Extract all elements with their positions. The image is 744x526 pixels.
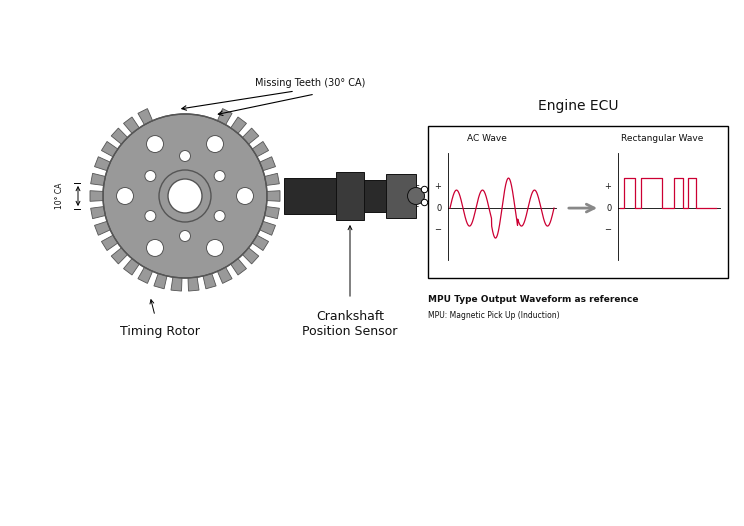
Text: Missing Teeth (30° CA): Missing Teeth (30° CA) — [254, 78, 365, 88]
Circle shape — [237, 187, 254, 205]
Polygon shape — [154, 274, 167, 289]
Text: MPU Type Output Waveform as reference: MPU Type Output Waveform as reference — [428, 296, 638, 305]
Circle shape — [117, 187, 133, 205]
Bar — [386, 174, 416, 218]
Text: +: + — [434, 181, 441, 190]
Circle shape — [147, 136, 164, 153]
Circle shape — [103, 114, 267, 278]
Polygon shape — [243, 248, 259, 264]
Circle shape — [168, 179, 202, 213]
Text: +: + — [605, 181, 612, 190]
Text: Rectangular Wave: Rectangular Wave — [620, 135, 703, 144]
Polygon shape — [260, 221, 275, 235]
Text: AC Wave: AC Wave — [467, 135, 507, 144]
Polygon shape — [101, 141, 118, 157]
Circle shape — [207, 136, 223, 153]
Polygon shape — [252, 235, 269, 250]
Circle shape — [179, 150, 190, 161]
Text: −: − — [434, 226, 441, 235]
Bar — [428, 126, 728, 278]
Circle shape — [421, 199, 428, 206]
Text: MPU: Magnetic Pick Up (Induction): MPU: Magnetic Pick Up (Induction) — [428, 311, 559, 320]
Polygon shape — [243, 128, 259, 144]
Polygon shape — [101, 235, 118, 250]
Text: 0: 0 — [437, 204, 442, 213]
Polygon shape — [267, 191, 280, 201]
Circle shape — [145, 210, 155, 221]
Circle shape — [179, 230, 190, 241]
Bar — [336, 172, 364, 220]
Polygon shape — [252, 141, 269, 157]
Circle shape — [207, 239, 223, 257]
Circle shape — [214, 210, 225, 221]
Polygon shape — [111, 128, 127, 144]
Polygon shape — [231, 259, 246, 275]
Circle shape — [214, 170, 225, 181]
Polygon shape — [90, 191, 103, 201]
Polygon shape — [94, 157, 110, 170]
Polygon shape — [124, 117, 139, 133]
Circle shape — [145, 170, 155, 181]
Bar — [284, 178, 336, 214]
Polygon shape — [171, 277, 182, 291]
Text: Crankshaft
Position Sensor: Crankshaft Position Sensor — [302, 310, 398, 338]
Polygon shape — [91, 207, 105, 219]
Circle shape — [408, 187, 425, 205]
Polygon shape — [111, 248, 127, 264]
Polygon shape — [188, 277, 199, 291]
Polygon shape — [265, 174, 279, 186]
Polygon shape — [94, 221, 110, 235]
Polygon shape — [260, 157, 275, 170]
Text: Timing Rotor: Timing Rotor — [120, 325, 200, 338]
Polygon shape — [138, 108, 153, 125]
Polygon shape — [231, 117, 246, 133]
Bar — [364, 180, 386, 212]
Circle shape — [421, 186, 428, 193]
Polygon shape — [217, 267, 232, 284]
Text: 0: 0 — [606, 204, 612, 213]
Text: Engine ECU: Engine ECU — [538, 99, 618, 113]
Polygon shape — [203, 274, 216, 289]
Circle shape — [159, 170, 211, 222]
Polygon shape — [91, 174, 105, 186]
Polygon shape — [217, 108, 232, 125]
Polygon shape — [265, 207, 279, 219]
Text: NE+: NE+ — [402, 202, 420, 211]
Circle shape — [147, 239, 164, 257]
Text: 10° CA: 10° CA — [56, 183, 65, 209]
Polygon shape — [124, 259, 139, 275]
Polygon shape — [138, 267, 153, 284]
Text: NE-: NE- — [405, 181, 420, 190]
Text: −: − — [604, 226, 612, 235]
